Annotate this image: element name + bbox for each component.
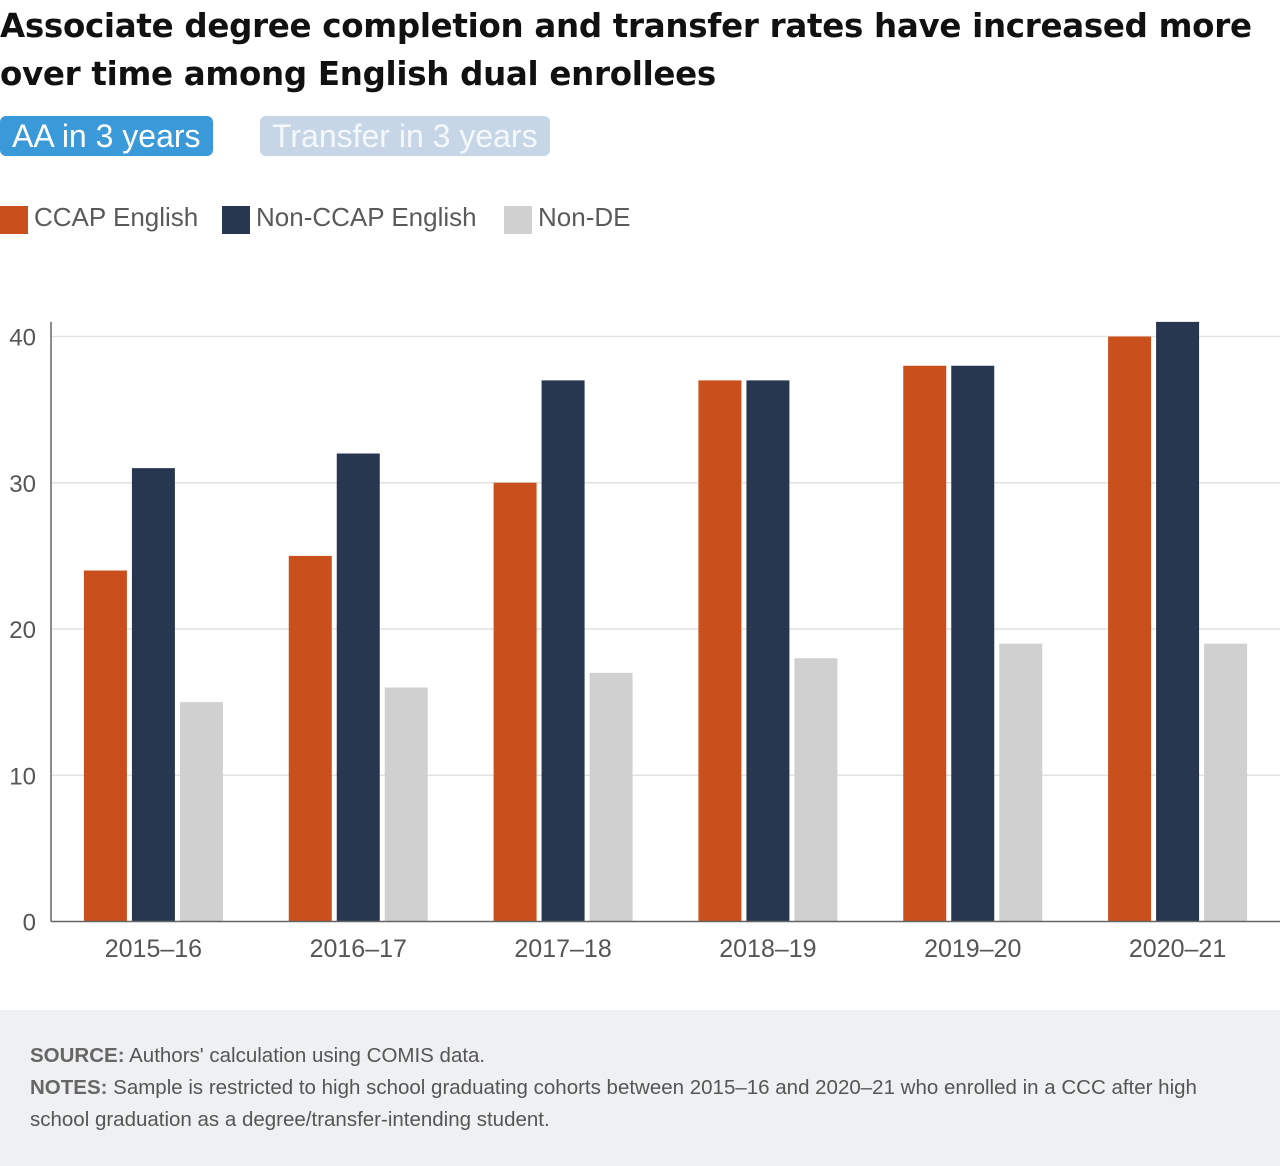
tab-aa-3-years[interactable]: AA in 3 years xyxy=(0,116,213,156)
legend-swatch-non-ccap-english xyxy=(222,206,250,234)
notes-text: Sample is restricted to high school grad… xyxy=(30,1076,1197,1131)
x-tick-label-3: 2018–19 xyxy=(719,935,816,963)
tab-transfer-3-years[interactable]: Transfer in 3 years xyxy=(260,116,550,156)
legend-swatch-ccap-english xyxy=(0,206,28,234)
x-tick-label-4: 2019–20 xyxy=(924,935,1021,963)
chart-title: Associate degree completion and transfer… xyxy=(0,7,1252,93)
bar-non-ccap-english-0[interactable] xyxy=(131,468,175,922)
bar-ccap-english-2[interactable] xyxy=(493,482,537,922)
bar-non-ccap-english-4[interactable] xyxy=(951,365,995,922)
grid-lines xyxy=(51,335,1280,776)
bar-non-ccap-english-3[interactable] xyxy=(746,380,790,922)
axes: 0 10 20 30 40 2015–16 2016–17 2017–18 2018–19 201… xyxy=(9,321,1280,963)
y-tick-label-30: 30 xyxy=(9,471,36,498)
bars xyxy=(83,321,1248,922)
bar-ccap-english-3[interactable] xyxy=(698,380,742,922)
x-tick-label-5: 2020–21 xyxy=(1129,935,1226,963)
source-note: SOURCE: Authors' calculation using COMIS… xyxy=(30,1040,1250,1072)
source-label: SOURCE: xyxy=(30,1044,125,1067)
x-tick-label-1: 2016–17 xyxy=(310,935,407,963)
bar-non-de-0[interactable] xyxy=(179,702,223,922)
bar-non-de-2[interactable] xyxy=(589,672,633,922)
chart-footer: SOURCE: Authors' calculation using COMIS… xyxy=(0,1010,1280,1166)
bar-non-de-5[interactable] xyxy=(1204,643,1248,922)
bar-non-ccap-english-1[interactable] xyxy=(336,453,380,922)
bar-non-de-1[interactable] xyxy=(384,687,428,922)
notes-note: NOTES: Sample is restricted to high scho… xyxy=(30,1072,1250,1136)
bar-non-de-4[interactable] xyxy=(999,643,1043,922)
y-tick-label-40: 40 xyxy=(9,325,36,352)
bar-chart: 0 10 20 30 40 2015–16 2016–17 2017–18 2018–19 201… xyxy=(9,321,1280,963)
legend-label-non-de: Non-DE xyxy=(538,202,631,232)
x-tick-label-0: 2015–16 xyxy=(105,935,202,963)
y-tick-label-10: 10 xyxy=(9,763,36,790)
legend-swatch-non-de xyxy=(504,206,532,234)
bar-non-de-3[interactable] xyxy=(794,658,838,922)
bar-ccap-english-0[interactable] xyxy=(83,570,127,922)
y-tick-label-0: 0 xyxy=(23,910,36,937)
bar-ccap-english-5[interactable] xyxy=(1108,336,1152,922)
legend-label-non-ccap-english: Non-CCAP English xyxy=(256,202,477,232)
source-text: Authors' calculation using COMIS data. xyxy=(129,1044,486,1067)
legend-label-ccap-english: CCAP English xyxy=(34,202,199,232)
notes-label: NOTES: xyxy=(30,1076,108,1099)
bar-non-ccap-english-5[interactable] xyxy=(1156,321,1200,922)
x-tick-label-2: 2017–18 xyxy=(514,935,611,963)
bar-non-ccap-english-2[interactable] xyxy=(541,380,585,922)
y-tick-label-20: 20 xyxy=(9,617,36,644)
bar-ccap-english-4[interactable] xyxy=(903,365,947,922)
bar-ccap-english-1[interactable] xyxy=(288,555,332,922)
